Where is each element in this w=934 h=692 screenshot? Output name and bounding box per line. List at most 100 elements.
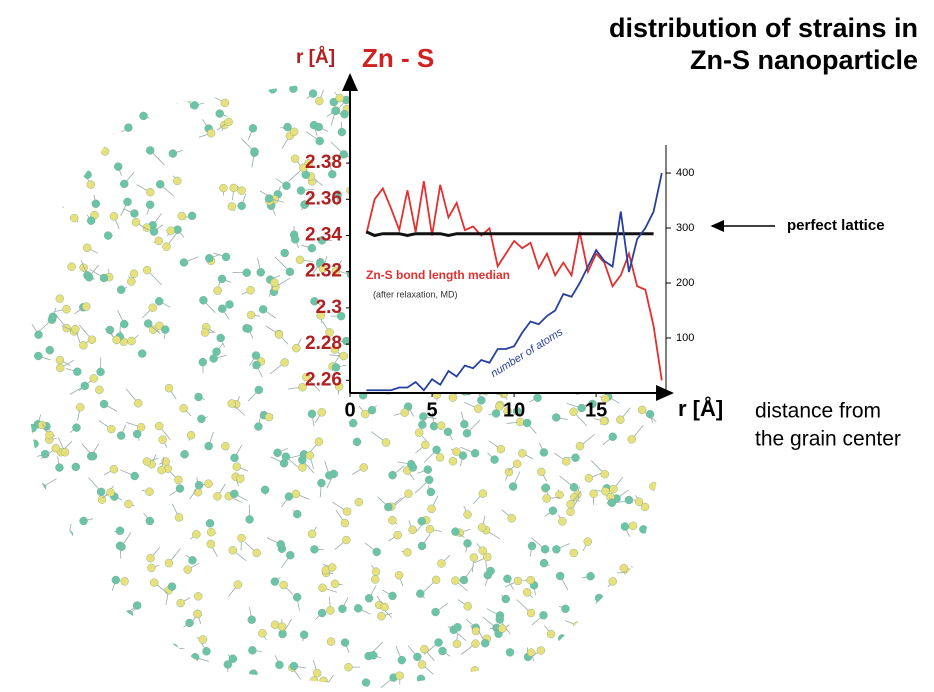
atom xyxy=(527,649,535,657)
atom xyxy=(308,410,316,418)
atom xyxy=(306,451,314,459)
atom xyxy=(21,579,29,587)
atom xyxy=(552,413,560,421)
atom xyxy=(65,530,73,538)
bond xyxy=(146,98,147,100)
atom xyxy=(255,386,263,394)
y2-tick-label: 100 xyxy=(676,332,694,344)
atom xyxy=(54,115,62,123)
atom xyxy=(218,305,226,313)
atom xyxy=(576,442,584,450)
atom xyxy=(537,468,545,476)
atom xyxy=(509,483,517,491)
atom xyxy=(310,545,318,553)
atom xyxy=(216,110,224,118)
atom xyxy=(173,95,181,103)
atom xyxy=(191,101,199,109)
atom xyxy=(92,130,100,138)
atom xyxy=(318,408,326,416)
atom xyxy=(137,423,145,431)
atom xyxy=(225,118,233,126)
bond xyxy=(76,114,86,121)
atom xyxy=(158,86,166,94)
bond xyxy=(61,599,73,608)
atom xyxy=(666,566,674,574)
atom xyxy=(124,124,132,132)
atom xyxy=(587,572,595,580)
bond xyxy=(58,119,70,127)
atom xyxy=(139,81,147,89)
bond xyxy=(49,514,53,521)
atom xyxy=(668,594,676,602)
atom xyxy=(158,661,166,669)
bond xyxy=(69,139,71,152)
atom xyxy=(107,425,115,433)
atom xyxy=(144,320,152,328)
atom xyxy=(93,619,101,627)
atom xyxy=(342,536,350,544)
atom xyxy=(614,650,622,658)
atom xyxy=(373,548,381,556)
bond xyxy=(642,627,652,633)
y-tick-label: 2.28 xyxy=(305,333,342,354)
atom xyxy=(672,201,680,209)
atom xyxy=(354,604,362,612)
bond xyxy=(12,637,19,647)
atom xyxy=(79,341,87,349)
atom xyxy=(143,457,151,465)
atom xyxy=(36,251,44,259)
atom xyxy=(427,488,435,496)
atom xyxy=(174,476,182,484)
atom xyxy=(279,630,287,638)
atom xyxy=(87,217,95,225)
atom xyxy=(523,663,531,671)
atom xyxy=(318,609,326,617)
atom xyxy=(309,90,317,98)
bond xyxy=(87,87,98,102)
bond xyxy=(8,493,22,496)
bond xyxy=(140,671,142,676)
atom xyxy=(247,286,255,294)
atom xyxy=(601,487,609,495)
atom xyxy=(53,530,61,538)
atom xyxy=(25,276,33,284)
x-tick-label: 0 xyxy=(344,399,355,421)
atom xyxy=(574,622,582,630)
title-line: Zn-S nanoparticle xyxy=(690,45,918,75)
atom xyxy=(131,472,139,480)
atom xyxy=(180,404,188,412)
bond xyxy=(273,81,281,89)
y2-tick-label: 200 xyxy=(676,277,694,289)
atom xyxy=(145,488,153,496)
atom xyxy=(76,403,84,411)
atom xyxy=(248,616,256,624)
bond xyxy=(69,524,71,535)
atom xyxy=(539,611,547,619)
atom xyxy=(317,80,325,88)
atom xyxy=(117,286,125,294)
atom xyxy=(15,178,23,186)
atom xyxy=(128,337,136,345)
atom xyxy=(88,147,96,155)
atom xyxy=(514,577,522,585)
bond xyxy=(253,674,260,687)
atom xyxy=(487,567,495,575)
atom xyxy=(595,594,603,602)
atom xyxy=(83,98,91,106)
bond xyxy=(108,633,111,636)
bond xyxy=(677,204,681,215)
atom xyxy=(97,488,105,496)
atom xyxy=(100,274,108,282)
atom xyxy=(117,432,125,440)
atom xyxy=(59,671,67,679)
atom xyxy=(274,449,282,457)
atom xyxy=(194,592,202,600)
atom xyxy=(250,148,258,156)
atom xyxy=(543,494,551,502)
atom xyxy=(270,279,278,287)
atom xyxy=(281,249,289,257)
atom xyxy=(341,110,349,118)
atom xyxy=(417,675,425,683)
bond xyxy=(72,146,79,151)
atom xyxy=(672,537,680,545)
